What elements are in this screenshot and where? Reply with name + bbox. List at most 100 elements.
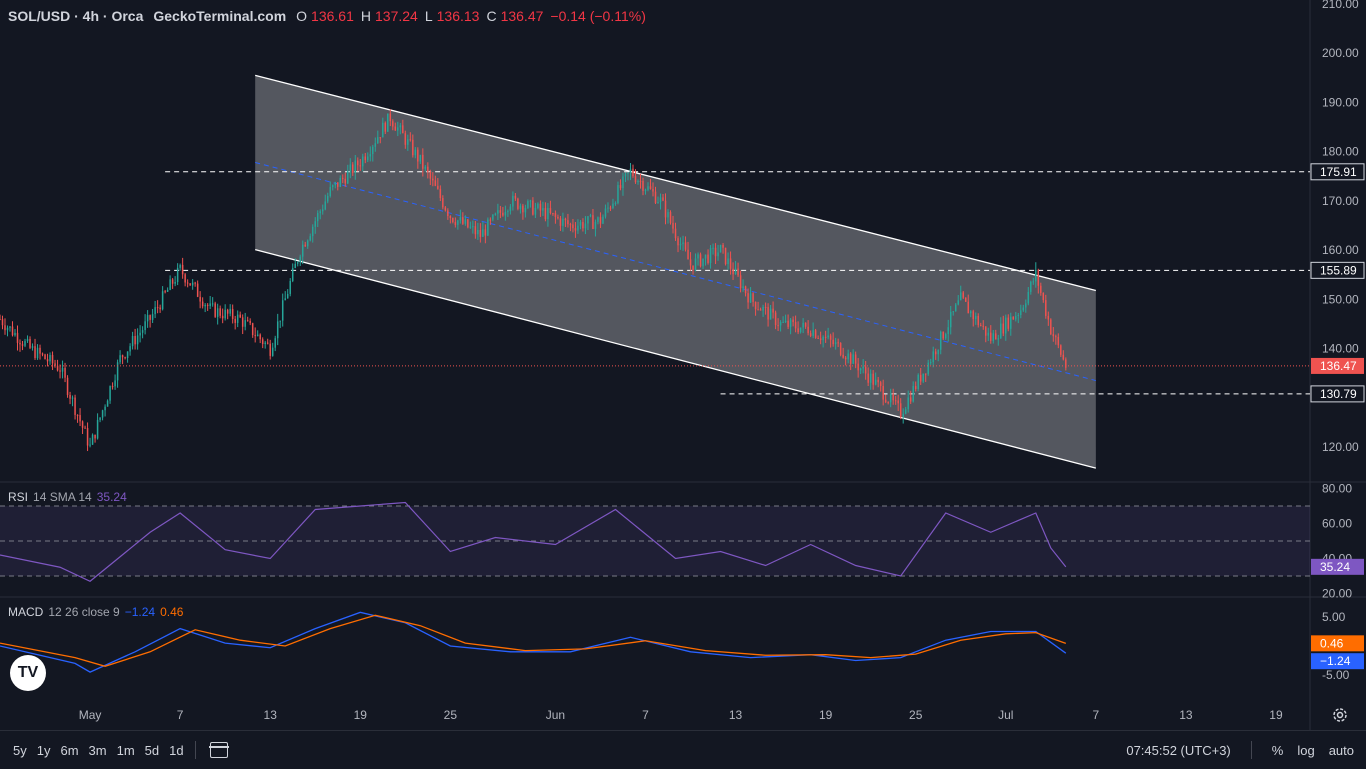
candle-body <box>184 274 186 283</box>
candle-body <box>502 212 504 216</box>
candle-body <box>747 293 749 303</box>
candle-body <box>944 334 947 339</box>
candle-body <box>144 321 146 331</box>
candle-body <box>26 338 29 342</box>
candle-body <box>1037 270 1040 286</box>
timeframe-5d[interactable]: 5d <box>144 742 160 758</box>
price-tick-label: 120.00 <box>1322 440 1359 454</box>
candle-body <box>517 198 519 209</box>
channel-midline <box>255 162 1096 382</box>
x-tick-label: Jun <box>546 708 565 722</box>
candle-body <box>834 342 837 345</box>
candle-body <box>852 354 854 364</box>
candle-body <box>141 330 144 333</box>
auto-toggle[interactable]: auto <box>1328 742 1354 758</box>
price-tick-label: 190.00 <box>1322 95 1359 109</box>
candle-body <box>1022 307 1025 311</box>
candle-body <box>327 196 329 202</box>
candle-body <box>404 133 407 145</box>
candle-body <box>19 342 21 345</box>
candle-body <box>537 203 539 208</box>
candle-body <box>437 185 439 189</box>
candle-body <box>214 303 216 317</box>
tradingview-logo[interactable]: TV <box>10 655 46 691</box>
candle-body <box>752 293 754 302</box>
candle-body <box>69 394 71 399</box>
candle-body <box>181 264 184 275</box>
candle-body <box>11 326 14 336</box>
candle-body <box>191 282 194 286</box>
timeframe-5y[interactable]: 5y <box>13 742 27 758</box>
calendar-icon[interactable] <box>208 742 229 758</box>
candle-body <box>949 311 952 328</box>
candle-body <box>964 297 967 302</box>
candle-body <box>379 137 382 139</box>
macd-legend[interactable]: MACD 12 26 close 9 −1.24 0.46 <box>8 605 183 619</box>
candle-body <box>897 400 899 404</box>
candle-body <box>1015 315 1017 320</box>
gear-icon[interactable] <box>1331 706 1349 724</box>
macd-signal-box <box>1311 635 1364 652</box>
rsi-tick-label: 20.00 <box>1322 587 1352 601</box>
timeframe-1m[interactable]: 1m <box>116 742 135 758</box>
level-label-box <box>1310 385 1365 403</box>
percent-toggle[interactable]: % <box>1271 742 1284 758</box>
timeframe-1y[interactable]: 1y <box>36 742 51 758</box>
candle-body <box>119 355 121 363</box>
candle-body <box>942 331 944 339</box>
channel-upper-line <box>255 74 1097 292</box>
candle-body <box>234 318 236 323</box>
candle-body <box>364 156 367 161</box>
clock[interactable]: 07:45:52 (UTC+3) <box>1126 742 1231 758</box>
candle-body <box>281 300 284 321</box>
candle-body <box>684 242 687 250</box>
candle-body <box>301 244 304 257</box>
candle-body <box>36 347 39 359</box>
candle-body <box>764 306 767 308</box>
candle-body <box>174 281 176 284</box>
candle-body <box>619 185 622 189</box>
timeframe-6m[interactable]: 6m <box>60 742 79 758</box>
candle-body <box>462 217 464 224</box>
symbol-title[interactable]: SOL/USD · 4h · Orca <box>8 8 144 24</box>
candle-body <box>216 308 219 317</box>
candle-body <box>597 217 599 222</box>
candle-body <box>667 212 669 218</box>
candle-body <box>186 282 189 284</box>
candle-body <box>332 185 334 187</box>
candle-body <box>56 365 59 371</box>
candle-body <box>136 335 139 345</box>
candle-body <box>269 343 271 356</box>
candle-body <box>702 258 704 267</box>
candle-body <box>929 362 932 364</box>
candle-body <box>722 244 724 248</box>
candle-body <box>782 321 784 323</box>
candle-body <box>677 238 679 246</box>
candle-body <box>594 221 597 229</box>
rsi-legend[interactable]: RSI 14 SMA 14 35.24 <box>8 490 127 504</box>
candle-body <box>857 363 859 371</box>
ohlc-close-value: 136.47 <box>500 8 544 24</box>
timeframe-3m[interactable]: 3m <box>88 742 107 758</box>
x-tick-label: 7 <box>642 708 649 722</box>
candle-body <box>934 351 937 355</box>
candle-body <box>236 314 239 323</box>
candle-body <box>1012 316 1015 320</box>
candle-body <box>532 200 534 215</box>
candle-body <box>1020 310 1022 316</box>
candle-body <box>457 220 459 225</box>
candle-body <box>547 208 549 220</box>
candle-body <box>357 160 359 166</box>
log-toggle[interactable]: log <box>1297 742 1315 758</box>
timeframe-1d[interactable]: 1d <box>169 742 184 758</box>
candle-body <box>432 178 434 181</box>
candle-body <box>459 217 462 221</box>
candle-body <box>714 247 717 257</box>
candle-body <box>314 221 316 227</box>
level-label-box <box>1310 163 1365 181</box>
candle-body <box>712 247 714 249</box>
candle-body <box>402 125 404 134</box>
candle-body <box>319 211 321 214</box>
